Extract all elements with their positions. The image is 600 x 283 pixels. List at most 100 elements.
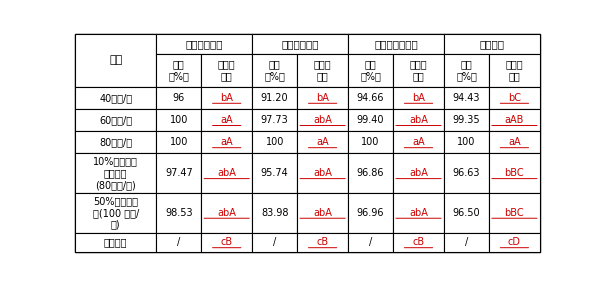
Text: 防效
（%）: 防效 （%） [264, 59, 285, 81]
Bar [201, 153, 252, 193]
Text: abA: abA [313, 115, 332, 125]
Bar [75, 109, 157, 131]
Text: cB: cB [221, 237, 233, 247]
Text: 97.73: 97.73 [261, 115, 289, 125]
Text: 100: 100 [170, 137, 188, 147]
Bar [393, 193, 444, 233]
Text: 清水对照: 清水对照 [104, 237, 127, 247]
Text: 100: 100 [170, 115, 188, 125]
Text: 83.98: 83.98 [261, 208, 289, 218]
Text: 差异显
著性: 差异显 著性 [218, 59, 236, 81]
Bar [201, 87, 252, 109]
Text: 反枝苋密度防效: 反枝苋密度防效 [374, 39, 418, 49]
Text: 96.96: 96.96 [357, 208, 385, 218]
Bar [75, 193, 157, 233]
Text: 94.66: 94.66 [357, 93, 385, 103]
Bar [489, 193, 540, 233]
Bar [252, 109, 297, 131]
Text: 80毫升/亩: 80毫升/亩 [99, 137, 132, 147]
Bar [252, 54, 297, 87]
Text: 99.35: 99.35 [452, 115, 480, 125]
Text: /: / [465, 237, 468, 247]
Bar [348, 193, 393, 233]
Text: 96: 96 [173, 93, 185, 103]
Text: abA: abA [217, 168, 236, 178]
Bar [157, 131, 201, 153]
Text: aAB: aAB [505, 115, 524, 125]
Bar [348, 109, 393, 131]
Bar [252, 233, 297, 252]
Bar [297, 87, 348, 109]
Bar [444, 109, 489, 131]
Text: 综合防效: 综合防效 [479, 39, 505, 49]
Bar [157, 233, 201, 252]
Text: 40毫升/亩: 40毫升/亩 [99, 93, 132, 103]
Text: aA: aA [220, 115, 233, 125]
Bar [201, 233, 252, 252]
Bar [75, 87, 157, 109]
Bar [75, 131, 157, 153]
Bar [252, 193, 297, 233]
Bar [201, 193, 252, 233]
Bar [393, 109, 444, 131]
Bar [297, 131, 348, 153]
Bar [201, 109, 252, 131]
Text: abA: abA [409, 208, 428, 218]
Text: 97.47: 97.47 [165, 168, 193, 178]
Bar [393, 153, 444, 193]
Text: abA: abA [409, 168, 428, 178]
Text: 94.43: 94.43 [453, 93, 480, 103]
Text: 96.63: 96.63 [453, 168, 480, 178]
Text: 100: 100 [265, 137, 284, 147]
Bar [393, 233, 444, 252]
Text: 差异显
著性: 差异显 著性 [506, 59, 523, 81]
Text: 98.53: 98.53 [165, 208, 193, 218]
Text: aA: aA [508, 137, 521, 147]
Bar [348, 34, 444, 54]
Text: 91.20: 91.20 [261, 93, 289, 103]
Bar [444, 54, 489, 87]
Bar [444, 233, 489, 252]
Bar [297, 153, 348, 193]
Bar [393, 131, 444, 153]
Bar [297, 54, 348, 87]
Bar [489, 54, 540, 87]
Bar [348, 131, 393, 153]
Text: bA: bA [412, 93, 425, 103]
Text: /: / [273, 237, 276, 247]
Bar [489, 109, 540, 131]
Text: 96.86: 96.86 [357, 168, 385, 178]
Bar [348, 87, 393, 109]
Text: cB: cB [317, 237, 329, 247]
Text: 防效
（%）: 防效 （%） [360, 59, 381, 81]
Bar [489, 87, 540, 109]
Text: abA: abA [217, 208, 236, 218]
Bar [252, 131, 297, 153]
Bar [201, 131, 252, 153]
Text: bBC: bBC [505, 208, 524, 218]
Text: 99.40: 99.40 [357, 115, 385, 125]
Bar [157, 153, 201, 193]
Bar [348, 233, 393, 252]
Bar [252, 87, 297, 109]
Bar [444, 34, 540, 54]
Text: aA: aA [412, 137, 425, 147]
Text: 稗草密度防效: 稗草密度防效 [185, 39, 223, 49]
Bar [444, 153, 489, 193]
Bar [75, 233, 157, 252]
Text: abA: abA [313, 168, 332, 178]
Text: 50%乙草胺乳
油(100 毫升/
亩): 50%乙草胺乳 油(100 毫升/ 亩) [92, 196, 139, 230]
Bar [393, 87, 444, 109]
Text: 防效
（%）: 防效 （%） [169, 59, 189, 81]
Text: cD: cD [508, 237, 521, 247]
Text: /: / [177, 237, 181, 247]
Bar [348, 54, 393, 87]
Bar [297, 109, 348, 131]
Bar [157, 193, 201, 233]
Bar [157, 54, 201, 87]
Text: 96.50: 96.50 [452, 208, 480, 218]
Text: 95.74: 95.74 [261, 168, 289, 178]
Bar [393, 54, 444, 87]
Text: 60毫升/亩: 60毫升/亩 [99, 115, 132, 125]
Text: cB: cB [412, 237, 425, 247]
